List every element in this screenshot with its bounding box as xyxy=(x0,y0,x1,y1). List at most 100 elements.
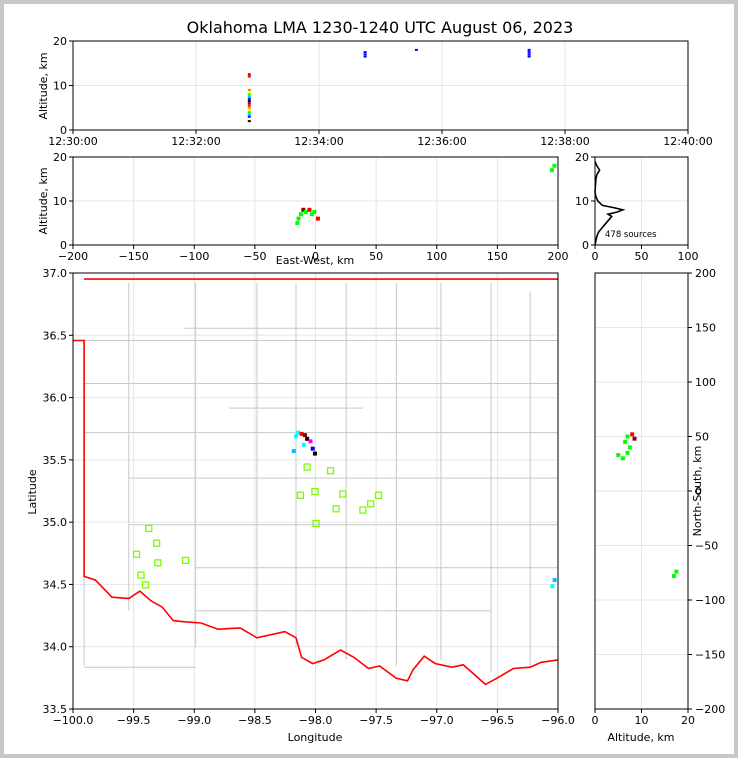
lightning-source xyxy=(305,436,310,441)
east-west-source xyxy=(309,212,314,217)
east-west-x-tick-label: 150 xyxy=(487,250,508,263)
lma-station-marker xyxy=(145,524,153,533)
time-height-x-tick-label: 12:34:00 xyxy=(294,135,343,148)
time-height-source xyxy=(247,115,251,118)
east-west-x-tick-label: 0 xyxy=(312,250,319,263)
lightning-source xyxy=(301,442,306,447)
lma-station-marker xyxy=(154,559,162,567)
time-height-source xyxy=(247,93,251,96)
plan-view-x-tick-label: −99.5 xyxy=(117,714,151,727)
time-height-y-tick-label: 20 xyxy=(53,35,67,48)
east-west-x-tick-label: 200 xyxy=(548,250,569,263)
east-west-source xyxy=(552,163,557,168)
east-west-x-tick-label: −100 xyxy=(179,250,209,263)
lma-station-marker xyxy=(312,519,320,528)
plan-view-x-tick-label: −98.5 xyxy=(238,714,272,727)
north-south-y-tick-label: 50 xyxy=(695,431,709,444)
time-height-source xyxy=(363,53,367,56)
plan-view-x-tick-label: −96.0 xyxy=(541,714,575,727)
north-south-source xyxy=(623,439,628,444)
time-height-source xyxy=(527,53,531,56)
north-south-y-tick-label: −50 xyxy=(695,540,718,553)
east-west-source xyxy=(315,216,320,221)
time-height-x-tick-label: 12:30:00 xyxy=(48,135,97,148)
plan-view-xlabel: Longitude xyxy=(288,731,343,744)
east-west-y-tick-label: 20 xyxy=(53,151,67,164)
lma-station-marker xyxy=(367,500,375,508)
east-west-source xyxy=(312,210,317,214)
histogram-annotation: 478 sources xyxy=(605,230,657,240)
altitude-histogram-panel: 0 50 100 0 10 20 478 sources xyxy=(575,151,699,263)
time-height-source xyxy=(247,104,251,107)
north-south-source xyxy=(625,434,630,439)
plan-view-y-tick-label: 34.5 xyxy=(43,578,68,591)
lma-station-marker xyxy=(326,467,335,475)
north-south-source xyxy=(630,432,635,437)
plan-view-y-tick-label: 33.5 xyxy=(43,703,68,716)
lma-station-marker xyxy=(152,539,161,547)
north-south-source xyxy=(674,569,679,574)
north-south-y-tick-label: 100 xyxy=(695,376,716,389)
lightning-source xyxy=(552,578,557,583)
north-south-ylabel: North-South, km xyxy=(691,446,704,537)
lma-station-marker xyxy=(141,581,150,589)
plan-view-axes xyxy=(72,272,559,710)
time-height-source xyxy=(363,55,367,58)
time-height-source xyxy=(247,97,251,100)
north-south-x-tick-label: 10 xyxy=(635,714,649,727)
plan-view-y-tick-label: 36.0 xyxy=(43,392,68,405)
east-west-x-tick-label: −150 xyxy=(119,250,149,263)
time-height-ylabel: Altitude, km xyxy=(37,52,50,119)
county-lines xyxy=(83,282,558,673)
time-height-source xyxy=(363,51,367,54)
plan-view-ylabel: Latitude xyxy=(26,469,39,515)
east-west-source xyxy=(295,221,300,225)
state-border xyxy=(73,278,559,686)
plan-view-y-tick-label: 36.5 xyxy=(43,329,68,342)
east-west-panel: −200 −150 −100 −50 0 50 100 150 200 0 10 20 East-We… xyxy=(37,151,569,267)
east-west-source xyxy=(296,216,301,221)
histogram-y-tick-label: 20 xyxy=(575,151,589,164)
time-height-source xyxy=(247,106,251,109)
time-height-panel: 12:30:00 12:32:00 12:34:00 12:36:00 12:38:00… xyxy=(37,35,713,148)
north-south-source xyxy=(616,453,621,458)
east-west-x-tick-label: 50 xyxy=(369,250,383,263)
north-south-y-tick-label: 0 xyxy=(695,485,702,498)
time-height-source xyxy=(247,108,251,111)
time-height-y-tick-label: 0 xyxy=(60,124,67,137)
histogram-x-tick-label: 50 xyxy=(635,250,649,263)
time-height-source xyxy=(247,100,251,103)
lma-station-marker xyxy=(137,571,145,579)
figure: Oklahoma LMA 1230-1240 UTC August 06, 20… xyxy=(4,4,734,754)
plan-view-x-tick-label: −97.5 xyxy=(359,714,393,727)
north-south-x-tick-label: 20 xyxy=(681,714,695,727)
lightning-source xyxy=(308,439,313,444)
time-height-source xyxy=(247,102,251,105)
north-south-y-tick-label: 150 xyxy=(695,322,716,335)
north-south-panel: 0 10 20−200 −150 −100 −50 0 50 100 150 200 Altitud… xyxy=(592,267,726,744)
time-height-source xyxy=(527,48,531,51)
east-west-source xyxy=(298,212,303,217)
east-west-axes xyxy=(72,156,559,246)
time-height-x-tick-label: 12:40:00 xyxy=(663,135,712,148)
north-south-x-tick-label: 0 xyxy=(592,714,599,727)
figure-title: Oklahoma LMA 1230-1240 UTC August 06, 20… xyxy=(187,18,574,37)
time-height-source xyxy=(247,95,251,98)
plan-view-y-tick-label: 34.0 xyxy=(43,641,68,654)
east-west-x-tick-label: 100 xyxy=(426,250,447,263)
north-south-xlabel: Altitude, km xyxy=(607,731,674,744)
lightning-source xyxy=(310,446,315,451)
lma-station-marker xyxy=(181,556,190,565)
time-height-source xyxy=(247,91,251,94)
plan-view-x-tick-label: −100.0 xyxy=(53,714,94,727)
plan-view-x-tick-label: −98.0 xyxy=(299,714,333,727)
north-south-source xyxy=(672,574,677,579)
lightning-source xyxy=(291,449,296,454)
lightning-source xyxy=(293,434,298,439)
time-height-source xyxy=(527,51,531,54)
histogram-x-tick-label: 0 xyxy=(592,250,599,263)
north-south-source xyxy=(625,450,630,455)
lma-station-marker xyxy=(374,491,383,499)
time-height-x-tick-label: 12:36:00 xyxy=(417,135,466,148)
east-west-xlabel: East-West, km xyxy=(276,254,354,267)
